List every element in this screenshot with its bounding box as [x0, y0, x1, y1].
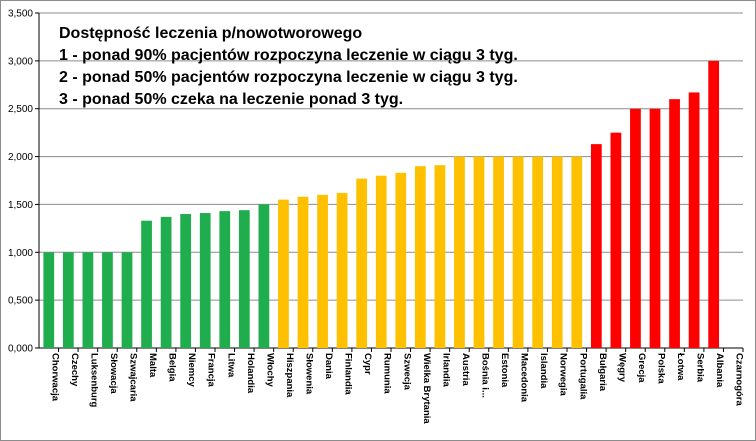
- x-category-label: Holandia: [245, 353, 256, 394]
- x-category-label: Dania: [323, 353, 334, 380]
- x-category-label: Węgry: [616, 353, 627, 383]
- x-category-label: Macedonia: [519, 353, 530, 403]
- bar-wielka-brytania: [414, 166, 426, 348]
- x-category-label: Słowenia: [304, 353, 315, 395]
- bar-s-owacja: [102, 252, 113, 348]
- bar-belgia: [160, 216, 172, 348]
- bar-estonia: [493, 156, 504, 348]
- x-category-label: Cypr: [362, 353, 373, 375]
- bar-polska: [649, 108, 661, 348]
- y-tick-label: 0,000: [8, 344, 33, 355]
- bar-macedonia: [512, 156, 524, 348]
- x-category-label: Rumunia: [382, 353, 393, 394]
- x-category-label: Islandia: [538, 353, 549, 389]
- y-tick-label: 1,500: [8, 200, 33, 211]
- y-tick-label: 1,000: [8, 248, 33, 259]
- bar-malta: [141, 220, 152, 348]
- bar-chorwacja: [43, 252, 55, 348]
- x-category-label: Włochy: [264, 353, 275, 387]
- x-category-label: Słowacja: [108, 353, 119, 394]
- x-category-label: Malta: [147, 353, 158, 378]
- x-category-label: Francja: [206, 353, 217, 388]
- bar-czechy: [62, 252, 74, 348]
- bar-cypr: [356, 178, 368, 348]
- y-tick-label: 2,500: [8, 104, 33, 115]
- bar-szwecja: [395, 172, 407, 348]
- bar-w-ochy: [258, 204, 270, 348]
- x-category-label: Bośnia i...: [480, 353, 491, 398]
- x-category-label: Bułgaria: [597, 353, 608, 392]
- bar-portugalia: [571, 156, 583, 348]
- bar-albania: [708, 60, 720, 348]
- bar-hiszpania: [278, 199, 289, 348]
- bar-w-gry: [610, 132, 622, 348]
- chart-title-line-2: 1 - ponad 90% pacjentów rozpoczyna lecze…: [59, 47, 518, 64]
- y-tick-label: 3,500: [8, 9, 33, 20]
- bar-francja: [199, 213, 211, 348]
- bar-bo-nia-i: [473, 156, 485, 348]
- bar-holandia: [238, 210, 250, 348]
- bar-luksenburg: [82, 252, 94, 348]
- x-category-label: Niemcy: [186, 353, 197, 388]
- x-category-label: Szwajcaria: [128, 353, 139, 402]
- bar-szwajcaria: [121, 252, 133, 348]
- bar-grecja: [630, 108, 641, 348]
- bar-s-owenia: [297, 196, 309, 348]
- bar-dania: [317, 194, 328, 348]
- x-category-label: Irlandia: [440, 353, 451, 388]
- x-category-label: Albania: [714, 353, 725, 388]
- y-tick-label: 3,000: [8, 56, 33, 67]
- bar--otwa: [669, 99, 680, 349]
- x-category-label: Austria: [460, 353, 471, 386]
- x-category-label: Serbia: [695, 353, 706, 383]
- chart-title-line-1: Dostępność leczenia p/nowotworowego: [59, 25, 363, 42]
- chart-title-line-3: 2 - ponad 50% pacjentów rozpoczyna lecze…: [59, 69, 518, 86]
- x-category-label: Chorwacja: [49, 353, 60, 402]
- x-category-label: Hiszpania: [284, 353, 295, 398]
- bar-niemcy: [180, 214, 192, 348]
- x-category-label: Łotwa: [675, 353, 686, 381]
- bar-rumunia: [375, 175, 387, 348]
- x-category-label: Portugalia: [577, 353, 588, 400]
- x-category-label: Czarnogóra: [734, 353, 745, 407]
- x-category-label: Finlandia: [343, 353, 354, 395]
- bar-austria: [454, 156, 465, 348]
- x-category-label: Norwegia: [558, 353, 569, 396]
- x-category-label: Grecja: [636, 353, 647, 383]
- x-category-label: Litwa: [225, 353, 236, 378]
- y-tick-label: 0,500: [8, 296, 33, 307]
- x-category-label: Belgia: [167, 353, 178, 382]
- bar-norwegia: [551, 156, 563, 348]
- x-category-label: Luksenburg: [88, 353, 99, 408]
- x-category-label: Estonia: [499, 353, 510, 388]
- x-category-label: Polska: [656, 353, 667, 384]
- bar-irlandia: [434, 165, 446, 348]
- bar-bu-garia: [590, 144, 602, 348]
- bar-islandia: [532, 156, 544, 348]
- x-category-label: Czechy: [69, 353, 80, 387]
- bar-litwa: [219, 211, 231, 348]
- chart-title-line-4: 3 - ponad 50% czeka na leczenie ponad 3 …: [59, 91, 404, 108]
- y-tick-label: 2,000: [8, 152, 33, 163]
- bar-serbia: [688, 92, 700, 348]
- chart-title-block: Dostępność leczenia p/nowotworowego 1 - …: [59, 23, 518, 111]
- x-category-label: Szwecja: [401, 353, 412, 391]
- x-category-label: Wielka Brytania: [421, 353, 432, 424]
- bar-finlandia: [336, 192, 348, 348]
